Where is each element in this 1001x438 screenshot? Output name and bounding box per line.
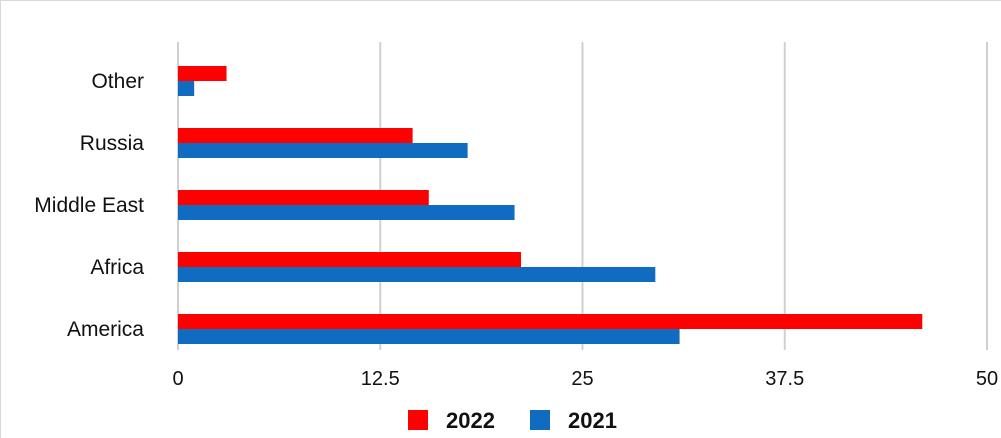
- bar-2021-other: [178, 81, 195, 96]
- bar-2021-middle-east: [178, 205, 515, 220]
- category-label: Russia: [80, 132, 145, 155]
- bar-2022-africa: [178, 252, 522, 267]
- bar-2022-middle-east: [178, 190, 429, 205]
- legend-label: 2021: [568, 408, 617, 433]
- category-label: Africa: [90, 256, 144, 279]
- x-tick-label: 50: [976, 368, 998, 390]
- category-label: Middle East: [34, 194, 144, 217]
- bar-2022-america: [178, 314, 923, 329]
- legend-swatch: [408, 410, 428, 430]
- legend-label: 2022: [446, 408, 495, 433]
- bar-2021-russia: [178, 143, 468, 158]
- bar-2022-other: [178, 66, 227, 81]
- x-tick-label: 37.5: [765, 368, 804, 390]
- x-tick-label: 12.5: [361, 368, 400, 390]
- bar-2021-america: [178, 329, 680, 344]
- x-tick-label: 0: [172, 368, 183, 390]
- bar-2022-russia: [178, 128, 413, 143]
- bar-2021-africa: [178, 267, 656, 282]
- category-label: America: [67, 318, 144, 341]
- legend-swatch: [530, 410, 550, 430]
- category-label: Other: [91, 70, 144, 93]
- x-tick-label: 25: [571, 368, 593, 390]
